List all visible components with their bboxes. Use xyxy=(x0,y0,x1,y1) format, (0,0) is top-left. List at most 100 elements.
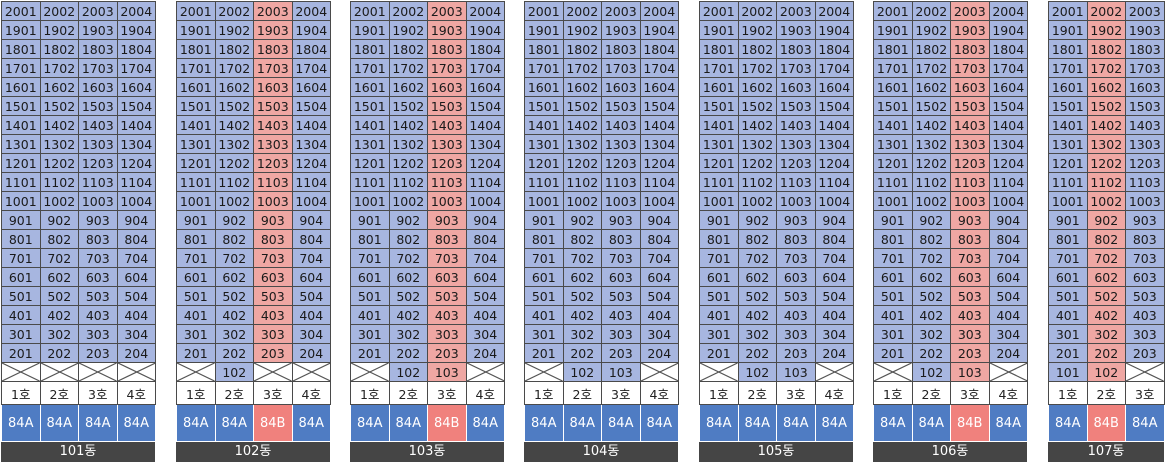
unit-cell[interactable]: 902 xyxy=(737,210,777,230)
unit-cell[interactable]: 1002 xyxy=(39,191,79,211)
unit-cell[interactable]: 1101 xyxy=(350,172,390,192)
unit-cell[interactable]: 904 xyxy=(116,210,156,230)
unit-cell[interactable]: 2004 xyxy=(291,1,331,21)
unit-cell[interactable]: 2002 xyxy=(562,1,602,21)
unit-cell[interactable]: 1602 xyxy=(1086,77,1126,97)
unit-cell[interactable]: 203 xyxy=(78,343,118,363)
unit-cell[interactable]: 1204 xyxy=(465,153,505,173)
unit-cell[interactable]: 1704 xyxy=(291,58,331,78)
unit-cell[interactable]: 1801 xyxy=(873,39,913,59)
unit-cell[interactable]: 904 xyxy=(291,210,331,230)
unit-cell[interactable]: 801 xyxy=(873,229,913,249)
unit-cell[interactable]: 501 xyxy=(524,286,564,306)
unit-cell[interactable]: 103 xyxy=(950,362,990,382)
unit-cell[interactable]: 1904 xyxy=(814,20,854,40)
unit-cell[interactable]: 1104 xyxy=(291,172,331,192)
unit-cell[interactable]: 1803 xyxy=(253,39,293,59)
unit-cell[interactable]: 1702 xyxy=(737,58,777,78)
unit-cell[interactable]: 1403 xyxy=(1125,115,1165,135)
unit-cell[interactable]: 802 xyxy=(737,229,777,249)
unit-cell[interactable]: 303 xyxy=(950,324,990,344)
unit-cell[interactable]: 1703 xyxy=(950,58,990,78)
unit-cell[interactable]: 1702 xyxy=(214,58,254,78)
unit-cell[interactable]: 1004 xyxy=(639,191,679,211)
unit-cell[interactable]: 1404 xyxy=(116,115,156,135)
unit-cell[interactable]: 1804 xyxy=(465,39,505,59)
unit-cell[interactable]: 201 xyxy=(873,343,913,363)
unit-cell[interactable]: 103 xyxy=(427,362,467,382)
unit-cell[interactable]: 1103 xyxy=(950,172,990,192)
unit-cell[interactable]: 1202 xyxy=(737,153,777,173)
unit-cell[interactable]: 803 xyxy=(950,229,990,249)
unit-cell[interactable]: 102 xyxy=(737,362,777,382)
unit-cell[interactable]: 1504 xyxy=(814,96,854,116)
unit-cell[interactable]: 1802 xyxy=(388,39,428,59)
unit-cell[interactable]: 1903 xyxy=(1125,20,1165,40)
unit-cell[interactable]: 1802 xyxy=(214,39,254,59)
unit-cell[interactable]: 204 xyxy=(465,343,505,363)
unit-cell[interactable]: 601 xyxy=(350,267,390,287)
unit-cell[interactable]: 1804 xyxy=(639,39,679,59)
unit-cell[interactable]: 1501 xyxy=(699,96,739,116)
unit-cell[interactable]: 1502 xyxy=(388,96,428,116)
unit-cell[interactable]: 1901 xyxy=(699,20,739,40)
unit-cell[interactable]: 702 xyxy=(39,248,79,268)
unit-cell[interactable]: 2002 xyxy=(388,1,428,21)
unit-cell[interactable]: 504 xyxy=(988,286,1028,306)
unit-cell[interactable]: 704 xyxy=(988,248,1028,268)
unit-cell[interactable]: 701 xyxy=(176,248,216,268)
unit-cell[interactable]: 1301 xyxy=(350,134,390,154)
unit-cell[interactable]: 604 xyxy=(639,267,679,287)
unit-cell[interactable]: 1904 xyxy=(988,20,1028,40)
unit-cell[interactable]: 1401 xyxy=(524,115,564,135)
unit-cell[interactable]: 1603 xyxy=(950,77,990,97)
unit-cell[interactable]: 903 xyxy=(950,210,990,230)
unit-cell[interactable]: 1502 xyxy=(39,96,79,116)
unit-cell[interactable]: 202 xyxy=(737,343,777,363)
unit-cell[interactable]: 1302 xyxy=(911,134,951,154)
unit-cell[interactable]: 901 xyxy=(1,210,41,230)
unit-cell[interactable]: 1503 xyxy=(601,96,641,116)
unit-cell[interactable]: 203 xyxy=(601,343,641,363)
unit-cell[interactable]: 604 xyxy=(291,267,331,287)
unit-cell[interactable]: 1601 xyxy=(1048,77,1088,97)
unit-cell[interactable]: 701 xyxy=(350,248,390,268)
unit-cell[interactable]: 1604 xyxy=(291,77,331,97)
unit-cell[interactable]: 502 xyxy=(562,286,602,306)
unit-cell[interactable]: 604 xyxy=(988,267,1028,287)
unit-cell[interactable]: 503 xyxy=(427,286,467,306)
unit-cell[interactable]: 1403 xyxy=(601,115,641,135)
unit-cell[interactable]: 1503 xyxy=(253,96,293,116)
unit-cell[interactable]: 1601 xyxy=(873,77,913,97)
unit-cell[interactable]: 703 xyxy=(601,248,641,268)
unit-cell[interactable]: 201 xyxy=(1,343,41,363)
unit-cell[interactable]: 402 xyxy=(214,305,254,325)
unit-cell[interactable]: 1002 xyxy=(214,191,254,211)
unit-cell[interactable]: 1403 xyxy=(427,115,467,135)
unit-cell[interactable]: 1804 xyxy=(116,39,156,59)
unit-cell[interactable]: 2002 xyxy=(214,1,254,21)
unit-cell[interactable]: 602 xyxy=(1086,267,1126,287)
unit-cell[interactable]: 402 xyxy=(737,305,777,325)
unit-cell[interactable]: 1504 xyxy=(988,96,1028,116)
unit-cell[interactable]: 2002 xyxy=(911,1,951,21)
unit-cell[interactable]: 1003 xyxy=(253,191,293,211)
unit-cell[interactable]: 1503 xyxy=(427,96,467,116)
unit-cell[interactable]: 1101 xyxy=(176,172,216,192)
unit-cell[interactable]: 401 xyxy=(350,305,390,325)
unit-cell[interactable]: 301 xyxy=(1,324,41,344)
unit-cell[interactable]: 1202 xyxy=(39,153,79,173)
unit-cell[interactable]: 1304 xyxy=(116,134,156,154)
unit-cell[interactable]: 1402 xyxy=(737,115,777,135)
unit-cell[interactable]: 403 xyxy=(1125,305,1165,325)
unit-cell[interactable]: 1402 xyxy=(214,115,254,135)
unit-cell[interactable]: 501 xyxy=(873,286,913,306)
unit-cell[interactable]: 1901 xyxy=(176,20,216,40)
unit-cell[interactable]: 2001 xyxy=(524,1,564,21)
unit-cell[interactable]: 1201 xyxy=(524,153,564,173)
unit-cell[interactable]: 1903 xyxy=(253,20,293,40)
unit-cell[interactable]: 1601 xyxy=(350,77,390,97)
unit-cell[interactable]: 1401 xyxy=(699,115,739,135)
unit-cell[interactable]: 503 xyxy=(1125,286,1165,306)
unit-cell[interactable]: 404 xyxy=(116,305,156,325)
